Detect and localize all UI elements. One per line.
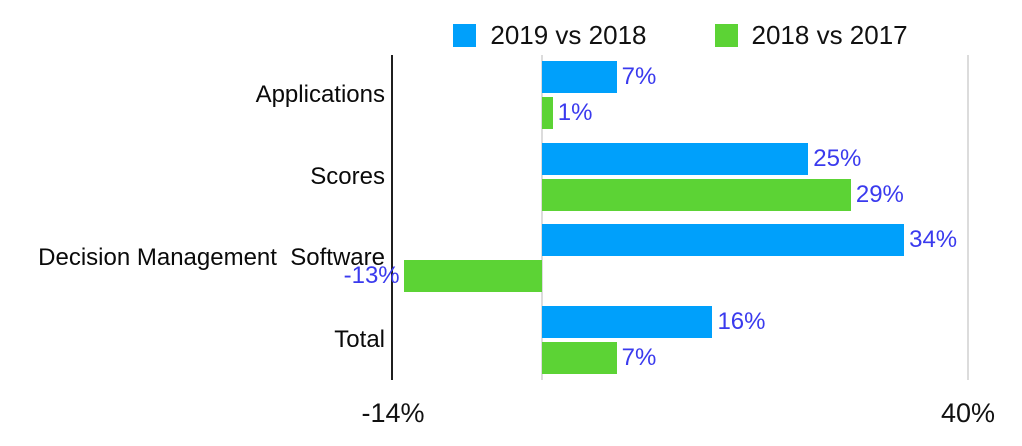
value-label-2019-vs-2018-decision-management-software: 34% <box>909 226 958 253</box>
y-axis-left-boundary-line <box>391 55 393 380</box>
value-label-2018-vs-2017-total: 7% <box>621 344 657 371</box>
bar-2019-vs-2018-applications <box>542 61 617 93</box>
value-label-2018-vs-2017-applications: 1% <box>557 99 593 126</box>
category-label-decision-management-software: Decision Management Software <box>38 244 385 271</box>
bar-2019-vs-2018-decision-management-software <box>542 224 905 256</box>
plot-area: 7% 1% 25% 29% 34% -13% 16% 7% <box>344 55 969 380</box>
x-tick-min: -14% <box>361 398 425 428</box>
category-label-scores: Scores <box>310 163 385 190</box>
right-boundary-line <box>967 55 969 380</box>
bar-2018-vs-2017-applications <box>542 97 553 129</box>
legend-swatch-green-icon <box>714 23 738 47</box>
legend-label: 2019 vs 2018 <box>490 20 647 50</box>
value-label-2018-vs-2017-decision-management-software: -13% <box>343 262 400 289</box>
x-tick-max: 40% <box>940 398 996 428</box>
value-label-2019-vs-2018-applications: 7% <box>621 63 657 90</box>
bar-2019-vs-2018-total <box>542 306 713 338</box>
legend-label: 2018 vs 2017 <box>751 20 908 50</box>
value-label-2018-vs-2017-scores: 29% <box>855 181 904 208</box>
category-label-applications: Applications <box>255 81 385 108</box>
bar-2018-vs-2017-decision-management-software <box>403 260 543 292</box>
x-axis: -14% 40% <box>361 398 995 434</box>
zero-baseline <box>541 55 544 380</box>
bar-2019-vs-2018-scores <box>542 143 809 175</box>
legend-item-2019-vs-2018: 2019 vs 2018 <box>453 20 647 50</box>
value-label-2019-vs-2018-total: 16% <box>717 308 766 335</box>
legend-item-2018-vs-2017: 2018 vs 2017 <box>714 20 908 50</box>
chart-legend: 2019 vs 2018 2018 vs 2017 <box>393 16 968 54</box>
value-label-2019-vs-2018-scores: 25% <box>813 145 862 172</box>
legend-swatch-blue-icon <box>453 23 477 47</box>
category-label-total: Total <box>334 326 385 353</box>
bar-2018-vs-2017-scores <box>542 179 851 211</box>
bar-2018-vs-2017-total <box>542 342 617 374</box>
